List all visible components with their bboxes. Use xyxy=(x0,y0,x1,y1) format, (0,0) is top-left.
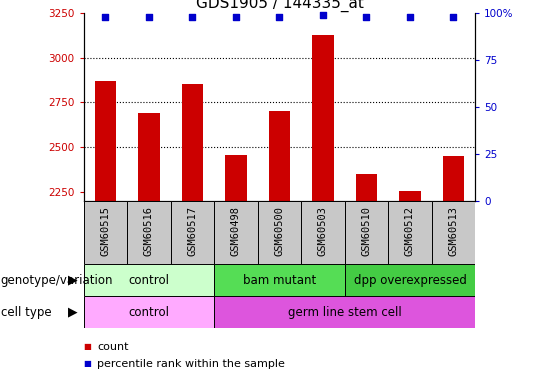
Text: cell type: cell type xyxy=(1,306,51,319)
Text: bam mutant: bam mutant xyxy=(243,274,316,287)
Point xyxy=(101,14,110,20)
Text: GSM60515: GSM60515 xyxy=(100,206,111,256)
Bar xyxy=(258,201,301,264)
Bar xyxy=(94,81,116,201)
Bar xyxy=(355,174,377,201)
Text: GSM60498: GSM60498 xyxy=(231,206,241,256)
Bar xyxy=(84,264,214,296)
Point xyxy=(319,12,327,18)
Bar xyxy=(388,201,431,264)
Text: count: count xyxy=(97,342,129,352)
Bar xyxy=(84,296,214,328)
Point xyxy=(362,14,371,20)
Bar xyxy=(171,201,214,264)
Bar xyxy=(127,201,171,264)
Text: GSM60503: GSM60503 xyxy=(318,206,328,256)
Bar xyxy=(84,201,127,264)
Text: GSM60513: GSM60513 xyxy=(448,206,458,256)
Point xyxy=(145,14,153,20)
Text: GSM60510: GSM60510 xyxy=(361,206,372,256)
Bar xyxy=(312,34,334,201)
Point xyxy=(188,14,197,20)
Text: germ line stem cell: germ line stem cell xyxy=(288,306,402,319)
Point xyxy=(449,14,458,20)
Text: GSM60517: GSM60517 xyxy=(187,206,198,256)
Bar xyxy=(399,191,421,201)
Bar xyxy=(214,264,345,296)
Point xyxy=(406,14,414,20)
Text: control: control xyxy=(129,306,170,319)
Bar xyxy=(345,201,388,264)
Bar xyxy=(225,155,247,201)
Text: ■: ■ xyxy=(84,359,92,368)
Bar xyxy=(301,201,345,264)
Bar xyxy=(214,296,475,328)
Point xyxy=(275,14,284,20)
Text: genotype/variation: genotype/variation xyxy=(1,274,113,287)
Point xyxy=(232,14,240,20)
Text: control: control xyxy=(129,274,170,287)
Text: GSM60512: GSM60512 xyxy=(405,206,415,256)
Title: GDS1905 / 144335_at: GDS1905 / 144335_at xyxy=(195,0,363,12)
Bar xyxy=(345,264,475,296)
Bar xyxy=(268,111,291,201)
Bar xyxy=(431,201,475,264)
Text: GSM60516: GSM60516 xyxy=(144,206,154,256)
Text: ▶: ▶ xyxy=(68,306,78,319)
Bar xyxy=(443,156,464,201)
Text: dpp overexpressed: dpp overexpressed xyxy=(354,274,467,287)
Bar xyxy=(181,84,204,201)
Text: GSM60500: GSM60500 xyxy=(274,206,285,256)
Text: percentile rank within the sample: percentile rank within the sample xyxy=(97,359,285,369)
Bar xyxy=(214,201,258,264)
Bar xyxy=(138,113,160,201)
Text: ■: ■ xyxy=(84,342,92,351)
Text: ▶: ▶ xyxy=(68,274,78,287)
